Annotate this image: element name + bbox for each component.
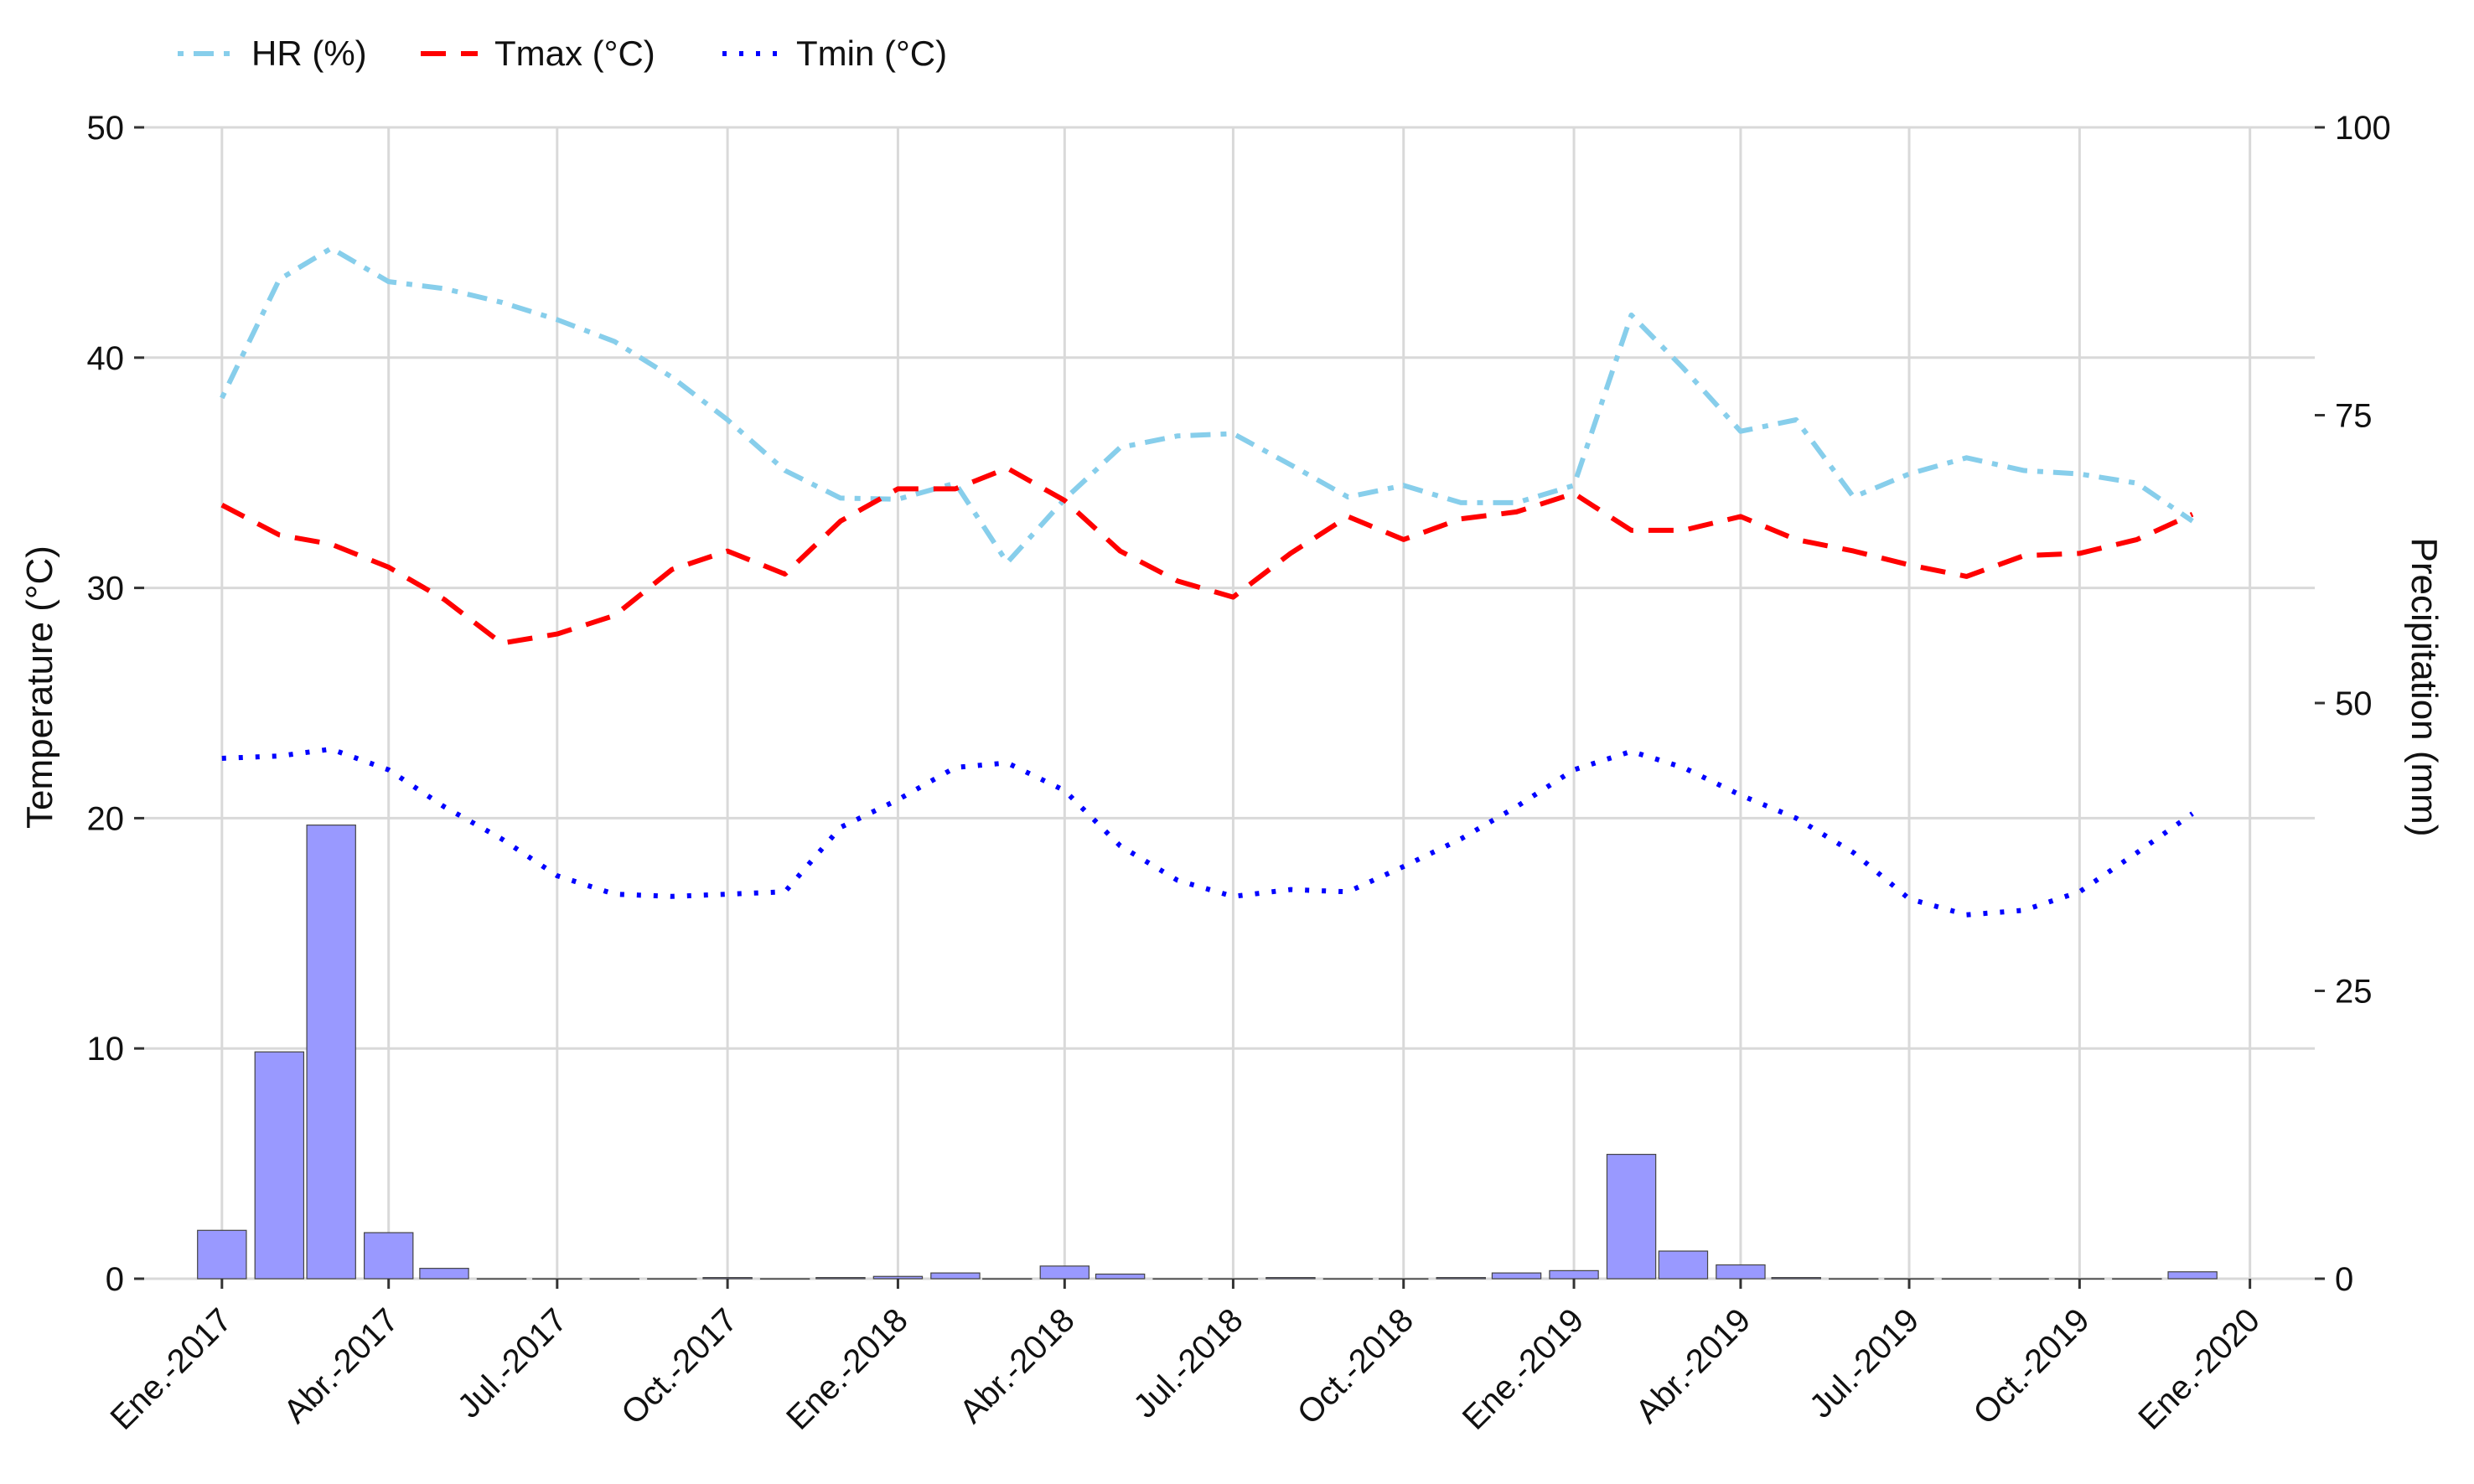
precipitation-bar <box>1095 1273 1146 1280</box>
precipitation-bar <box>647 1278 697 1280</box>
precipitation-bar <box>476 1278 527 1280</box>
legend-label: Tmin (°C) <box>796 34 947 73</box>
y-tick-label: 10 <box>87 1031 125 1068</box>
precipitation-bar <box>1152 1278 1203 1280</box>
y-tick-label: 40 <box>87 340 125 377</box>
y-axis-label: Temperature (°C) <box>19 546 60 829</box>
x-tick-label: Abr.-2018 <box>953 1301 1082 1430</box>
x-tick-label: Jul.-2017 <box>451 1301 574 1425</box>
grid <box>144 126 2315 1280</box>
precipitation-bar <box>2167 1271 2218 1280</box>
x-axis: Ene.-2017 Abr.-2017 Jul.-2017 Oct.-2017 Ene.… <box>104 1279 2267 1437</box>
precipitation-bar <box>254 1051 305 1280</box>
y2-tick-label: 0 <box>2335 1261 2353 1298</box>
precipitation-bar <box>1322 1278 1374 1280</box>
precipitation-bar <box>589 1278 640 1280</box>
x-tick-label: Abr.-2017 <box>277 1301 406 1430</box>
y-tick-label: 20 <box>87 800 125 837</box>
precipitation-bar <box>1265 1277 1316 1280</box>
y2-tick-label: 50 <box>2335 685 2373 722</box>
precipitation-bar <box>419 1268 469 1280</box>
x-tick-label: Ene.-2020 <box>2131 1301 2267 1437</box>
precipitation-bar <box>1549 1269 1599 1280</box>
legend: HR (%) Tmax (°C) Tmin (°C) <box>178 34 947 73</box>
legend-label: HR (%) <box>251 34 367 73</box>
precipitation-bar <box>306 825 356 1280</box>
precipitation-bar <box>1039 1265 1090 1280</box>
x-tick-label: Abr.-2019 <box>1629 1301 1758 1430</box>
precipitation-bar <box>1829 1278 1879 1280</box>
x-tick-label: Jul.-2018 <box>1126 1301 1250 1425</box>
precipitation-bar <box>1771 1277 1821 1280</box>
x-tick-label: Ene.-2017 <box>104 1301 240 1437</box>
precipitation-bar <box>2112 1278 2162 1280</box>
precipitation-bar <box>363 1232 414 1280</box>
precipitation-bar <box>1716 1264 1766 1280</box>
precipitation-bar <box>982 1278 1033 1280</box>
y2-tick-label: 75 <box>2335 398 2373 435</box>
precipitation-bar <box>702 1277 753 1280</box>
precipitation-bar <box>759 1278 810 1280</box>
precipitation-bar <box>1491 1272 1542 1280</box>
y2-tick-label: 25 <box>2335 974 2373 1011</box>
precipitation-bar <box>1999 1278 2049 1280</box>
series-lines <box>220 246 2194 918</box>
precipitation-bar <box>1436 1277 1486 1280</box>
series-line-hr <box>220 246 2194 566</box>
precipitation-bar <box>197 1229 247 1280</box>
precipitation-bar <box>930 1272 981 1280</box>
x-tick-label: Oct.-2017 <box>614 1301 744 1431</box>
x-tick-label: Oct.-2018 <box>1291 1301 1421 1431</box>
precipitation-bar <box>1658 1250 1709 1280</box>
precipitation-bar <box>872 1275 924 1280</box>
y-axis-left: 0 10 20 30 40 50 <box>87 110 144 1298</box>
x-tick-label: Ene.-2019 <box>1456 1301 1592 1437</box>
y-axis-right: 0 25 50 75 100 <box>2315 110 2391 1298</box>
y-tick-label: 50 <box>87 110 125 147</box>
x-tick-label: Jul.-2019 <box>1803 1301 1926 1425</box>
precipitation-bar <box>1941 1278 1992 1280</box>
legend-label: Tmax (°C) <box>494 34 655 73</box>
y2-tick-label: 100 <box>2335 110 2391 147</box>
y-tick-label: 30 <box>87 571 125 608</box>
series-line-tmax <box>220 465 2194 646</box>
y-tick-label: 0 <box>106 1261 124 1298</box>
y2-axis-label: Precipitation (mm) <box>2404 538 2445 837</box>
precipitation-bar <box>815 1277 866 1280</box>
series-line-tmin <box>221 747 2194 918</box>
precipitation-bar <box>1606 1154 1657 1280</box>
precipitation-bars <box>197 825 2218 1280</box>
x-tick-label: Ene.-2018 <box>779 1301 915 1437</box>
x-tick-label: Oct.-2019 <box>1966 1301 2096 1431</box>
